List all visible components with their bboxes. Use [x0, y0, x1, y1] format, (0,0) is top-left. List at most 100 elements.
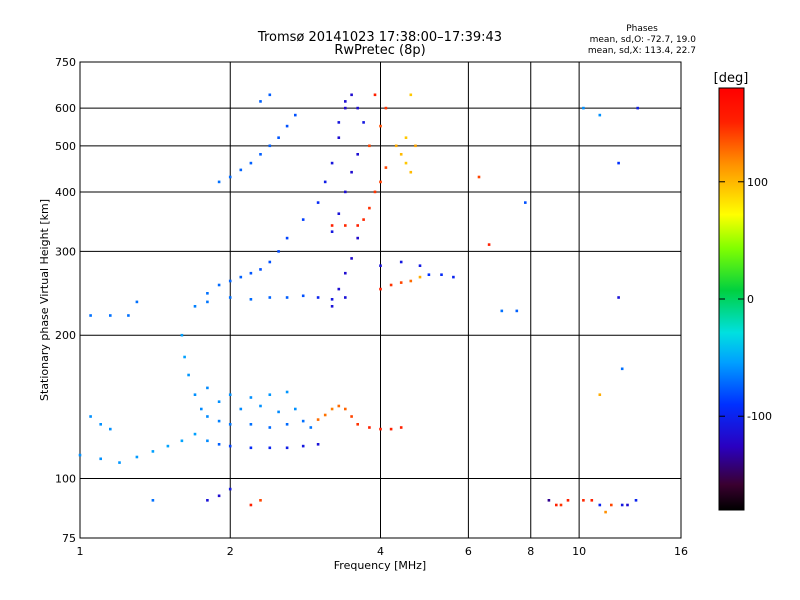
data-point: [337, 121, 341, 124]
data-point: [337, 136, 341, 139]
data-point: [636, 106, 639, 110]
data-point: [228, 444, 232, 448]
data-point: [356, 236, 359, 240]
stats-heading: Phases: [626, 24, 658, 34]
data-point: [301, 419, 305, 423]
data-point: [259, 404, 262, 408]
data-point: [249, 161, 253, 165]
data-point: [285, 296, 289, 299]
data-point: [277, 250, 280, 253]
data-point: [301, 218, 305, 221]
data-point: [89, 415, 92, 418]
x-tick-label: 1: [77, 545, 84, 558]
data-point: [193, 305, 197, 308]
data-point: [206, 415, 209, 418]
data-point: [634, 499, 638, 502]
data-point: [620, 503, 624, 507]
data-point: [404, 136, 408, 139]
data-point: [268, 296, 272, 299]
data-point: [409, 170, 413, 174]
chart-subtitle: RwPretec (8p): [334, 43, 425, 58]
data-point: [617, 296, 620, 299]
data-point: [228, 279, 232, 283]
data-point: [409, 279, 413, 283]
colorbar-label: [deg]: [714, 71, 749, 86]
y-tick-labels: 75 100 200 300 400 500 600 750: [55, 56, 76, 545]
data-point: [206, 499, 209, 502]
data-point: [344, 271, 347, 275]
data-point: [356, 153, 359, 156]
data-point: [151, 450, 155, 453]
data-point: [193, 432, 197, 436]
data-point: [598, 393, 602, 396]
data-point: [316, 201, 320, 204]
data-point: [206, 439, 209, 443]
data-point: [135, 455, 139, 459]
data-point: [180, 333, 184, 337]
data-point: [206, 300, 209, 304]
data-point: [394, 144, 398, 148]
data-point: [373, 93, 377, 97]
data-point: [118, 461, 121, 464]
data-point: [323, 413, 327, 417]
data-point: [268, 93, 272, 97]
data-point: [344, 100, 347, 103]
data-point: [362, 218, 365, 221]
data-point: [330, 230, 334, 233]
data-point: [373, 190, 377, 194]
data-point: [268, 393, 272, 396]
data-point: [500, 309, 504, 313]
data-point: [239, 168, 243, 172]
data-point: [379, 287, 382, 291]
data-point: [379, 264, 382, 267]
data-point: [217, 180, 221, 184]
data-point: [166, 444, 170, 448]
data-point: [379, 124, 382, 128]
data-point: [268, 144, 272, 148]
data-point: [582, 499, 585, 502]
stats-line-x: mean, sd,X: 113.4, 22.7: [588, 46, 696, 56]
data-point: [259, 268, 262, 271]
data-point: [399, 281, 403, 284]
data-point: [477, 175, 481, 179]
data-point: [566, 499, 570, 502]
data-point: [452, 275, 455, 279]
data-point: [344, 296, 347, 299]
data-point: [249, 298, 253, 301]
data-point: [330, 161, 334, 165]
data-point: [379, 427, 382, 431]
data-point: [109, 427, 112, 431]
data-point: [356, 106, 359, 110]
data-point: [180, 439, 184, 443]
data-point: [368, 426, 371, 429]
data-point: [217, 283, 221, 287]
data-point: [228, 487, 232, 491]
data-point: [316, 418, 320, 421]
data-point: [268, 260, 272, 264]
y-tick-label: 400: [55, 186, 76, 199]
data-point: [316, 296, 320, 299]
data-point: [285, 236, 289, 240]
y-tick-label: 600: [55, 102, 76, 115]
data-point: [301, 294, 305, 298]
x-tick-label: 2: [227, 545, 234, 558]
data-point: [379, 180, 382, 184]
data-point: [330, 305, 334, 308]
data-point: [99, 457, 102, 461]
data-point: [414, 144, 417, 148]
data-point: [294, 407, 297, 411]
colorbar-tick-label: 100: [747, 176, 768, 189]
colorbar-tick-label: -100: [747, 410, 772, 423]
data-point: [268, 426, 272, 429]
data-point: [617, 161, 620, 165]
data-point: [249, 503, 253, 507]
x-axis-label: Frequency [MHz]: [334, 559, 426, 572]
x-tick-label: 10: [572, 545, 586, 558]
data-point: [200, 407, 203, 411]
data-point: [249, 271, 253, 275]
data-point: [228, 423, 232, 426]
data-point: [217, 419, 221, 423]
data-point: [249, 446, 253, 450]
data-point: [285, 124, 289, 128]
data-point: [78, 453, 82, 457]
